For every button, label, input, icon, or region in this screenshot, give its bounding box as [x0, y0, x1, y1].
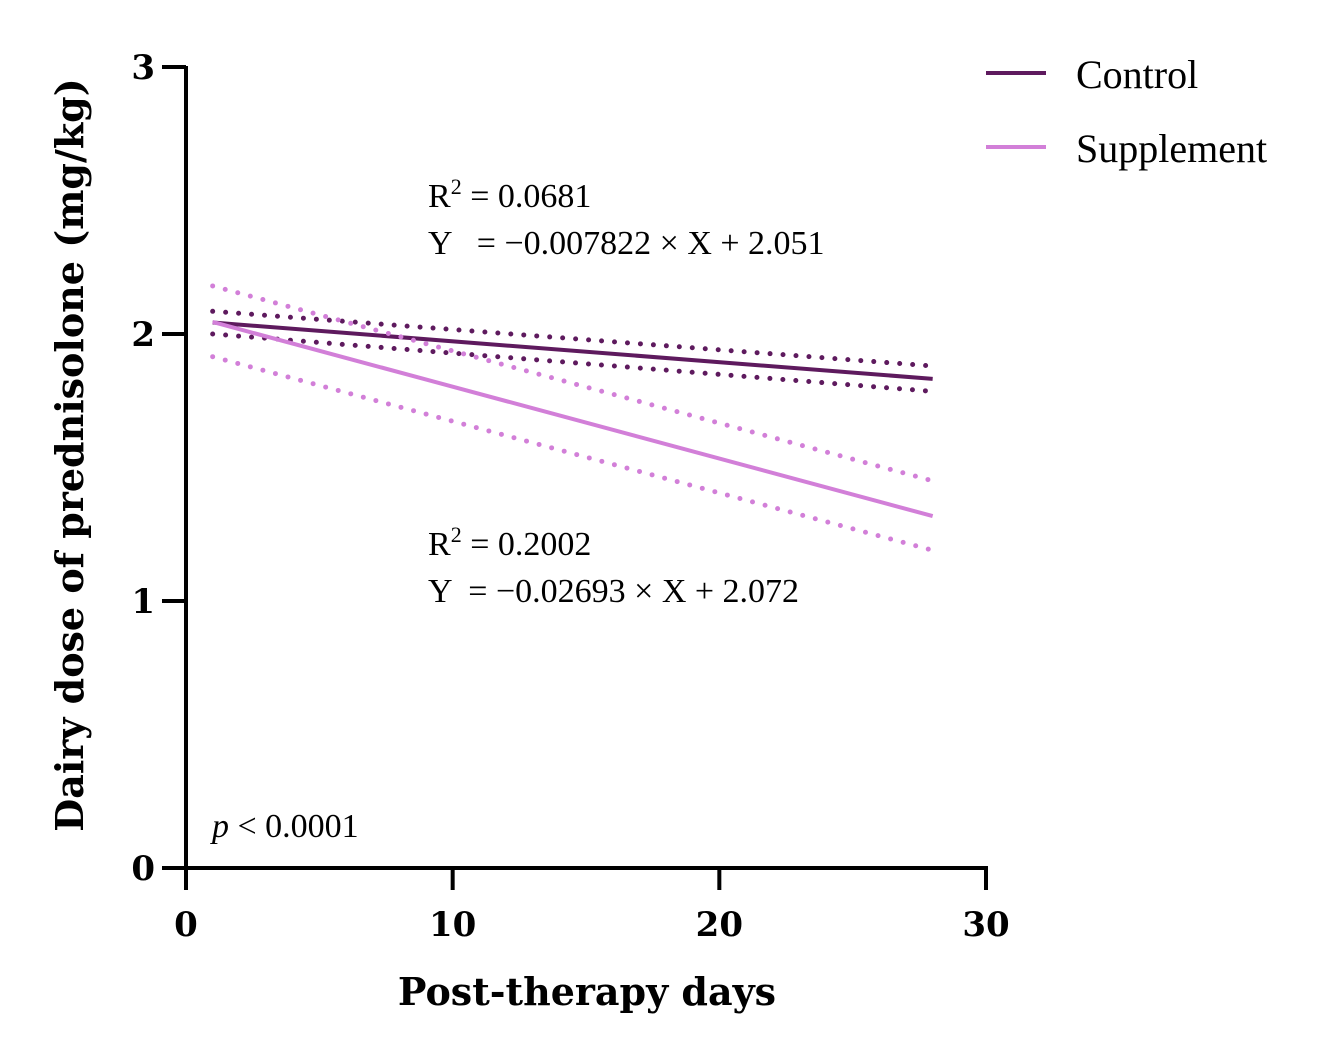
supplement-r2-annotation: R2 = 0.2002: [428, 522, 591, 563]
series-layer: [210, 283, 936, 553]
y-ticks: 0 1 2 3: [131, 48, 186, 889]
supplement-r2-letter: R: [428, 526, 451, 563]
control-ci-upper: [210, 308, 936, 369]
supplement-fit-line: [212, 320, 934, 519]
y-tick-label: 3: [131, 48, 155, 88]
supplement-ci-lower: [210, 354, 936, 553]
y-tick-label: 2: [131, 315, 155, 355]
control-r2-letter: R: [428, 178, 451, 215]
p-value-annotation: p < 0.0001: [210, 808, 359, 845]
y-tick-label: 0: [131, 849, 155, 889]
supplement-r2-value: = 0.2002: [462, 526, 592, 563]
legend-label-supplement: Supplement: [1076, 126, 1267, 171]
supplement-ci-upper: [210, 283, 936, 484]
x-ticks: 0 10 20 30: [174, 868, 1010, 945]
x-tick-label: 30: [962, 905, 1009, 945]
x-tick-label: 10: [429, 905, 476, 945]
control-r2-annotation: R2 = 0.0681: [428, 174, 591, 215]
x-tick-label: 20: [696, 905, 743, 945]
x-axis-title: Post-therapy days: [398, 969, 776, 1014]
x-tick-label: 0: [174, 905, 198, 945]
supplement-r2-superscript: 2: [451, 522, 462, 547]
control-fit-line: [212, 320, 933, 381]
legend: Control Supplement: [986, 52, 1267, 171]
control-equation: Y = −0.007822 × X + 2.051: [428, 225, 825, 262]
p-value-text: < 0.0001: [229, 808, 359, 845]
supplement-equation: Y = −0.02693 × X + 2.072: [428, 573, 799, 610]
control-r2-value: = 0.0681: [462, 178, 592, 215]
control-r2-superscript: 2: [451, 174, 462, 199]
control-ci-lower: [210, 331, 936, 394]
y-axis-title: Dairy dose of prednisolone (mg/kg): [47, 78, 92, 831]
y-tick-label: 1: [131, 582, 155, 622]
legend-label-control: Control: [1076, 52, 1198, 97]
p-symbol: p: [210, 808, 229, 845]
